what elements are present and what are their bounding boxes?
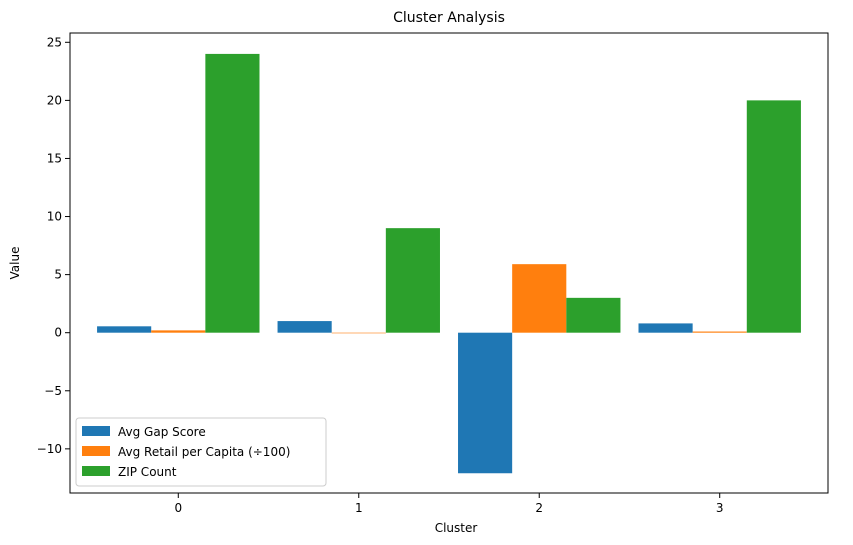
bar-series-2-cluster-0 (205, 53, 260, 333)
x-tick-label: 3 (716, 501, 724, 515)
bar-series-2-cluster-2 (566, 297, 621, 333)
bar-series-1-cluster-0 (151, 330, 206, 333)
x-tick-label: 0 (174, 501, 182, 515)
y-axis-ticks: −10 −5 0 5 10 15 20 25 (37, 35, 70, 456)
bar-series-1-cluster-1 (331, 332, 386, 334)
y-tick-label: −5 (44, 384, 62, 398)
bar-series-1-cluster-3 (692, 331, 747, 333)
x-axis-label: Cluster (435, 521, 478, 535)
bar-series-0-cluster-0 (97, 326, 152, 333)
y-tick-label: 10 (47, 210, 62, 224)
x-tick-label: 2 (535, 501, 543, 515)
legend-box (75, 417, 327, 487)
chart-title: Cluster Analysis (393, 10, 505, 26)
bar-series-0-cluster-1 (277, 321, 332, 333)
legend-label: ZIP Count (118, 465, 177, 479)
bar-series-1-cluster-2 (512, 264, 567, 333)
bar-series-2-cluster-3 (746, 100, 801, 333)
legend-label: Avg Retail per Capita (÷100) (118, 445, 290, 459)
bar-series-2-cluster-1 (385, 228, 440, 333)
x-axis-ticks: 0 1 2 3 (174, 493, 724, 515)
y-axis-label: Value (8, 247, 22, 280)
y-tick-label: 20 (47, 93, 62, 107)
legend: Avg Gap Score Avg Retail per Capita (÷100… (75, 417, 327, 487)
legend-swatch (82, 426, 110, 436)
y-tick-label: 25 (47, 35, 62, 49)
y-tick-label: 15 (47, 151, 62, 165)
bar-series-0-cluster-2 (458, 332, 513, 474)
legend-swatch (82, 446, 110, 456)
x-tick-label: 1 (355, 501, 363, 515)
plot-frame (69, 32, 829, 494)
legend-label: Avg Gap Score (118, 425, 206, 439)
y-tick-label: 5 (54, 268, 62, 282)
y-tick-label: 0 (54, 326, 62, 340)
y-tick-label: −10 (37, 442, 62, 456)
bars-group (97, 53, 801, 474)
bar-series-0-cluster-3 (638, 323, 693, 333)
legend-swatch (82, 466, 110, 476)
